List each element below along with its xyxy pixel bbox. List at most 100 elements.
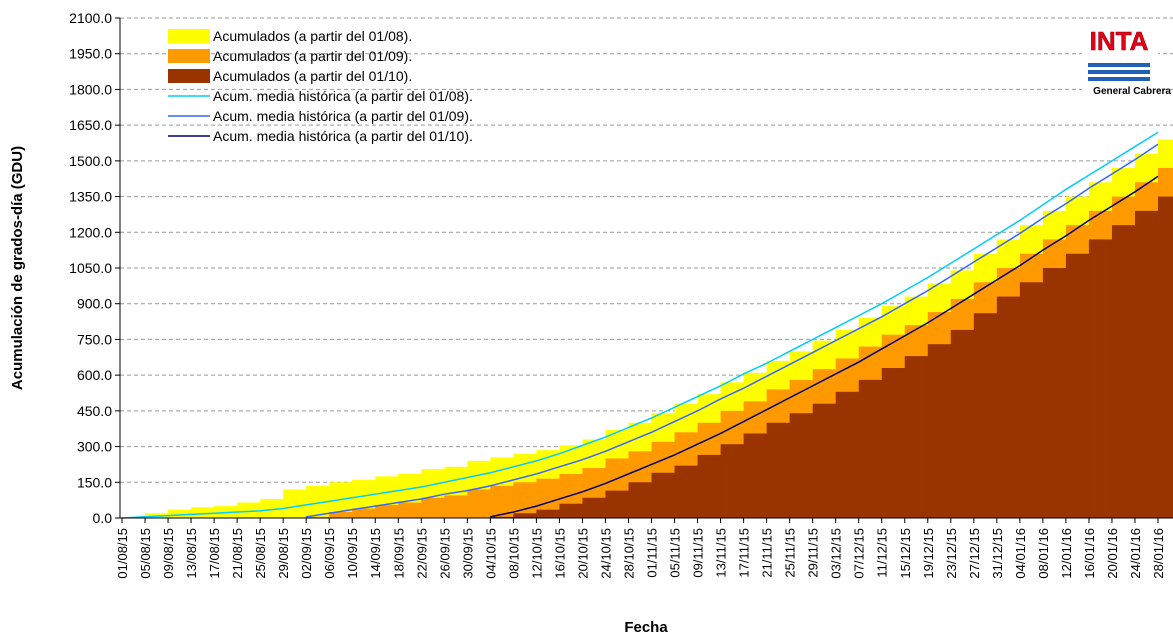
- line: [490, 175, 1159, 518]
- area-step: [743, 433, 768, 518]
- x-tick-label: 13/11/15: [714, 528, 729, 578]
- area-step: [1111, 225, 1136, 518]
- logo-text: INTA: [1090, 26, 1149, 56]
- x-tick-label: 10/09/15: [345, 528, 360, 579]
- area-step: [536, 509, 560, 518]
- area-step: [720, 444, 745, 518]
- area-step: [1134, 210, 1159, 518]
- x-tick-label: 08/10/15: [506, 528, 521, 579]
- x-tick-label: 13/08/15: [184, 528, 199, 579]
- x-tick-label: 25/11/15: [783, 528, 798, 578]
- line: [121, 131, 1159, 519]
- x-tick-label: 17/11/15: [737, 528, 752, 578]
- y-tick-label: 0.0: [93, 510, 113, 526]
- x-tick-label: 30/09/15: [460, 528, 475, 579]
- x-tick-label: 21/08/15: [230, 528, 245, 579]
- plot-area: [121, 131, 1173, 519]
- area-step: [996, 296, 1021, 518]
- grid: [120, 17, 1173, 483]
- x-tick-label: 02/09/15: [299, 528, 314, 579]
- x-tick-label: 15/12/15: [898, 528, 913, 579]
- x-tick-label: 07/12/15: [852, 528, 867, 579]
- x-tick-label: 24/10/15: [598, 528, 613, 579]
- x-tick-label: 01/08/15: [115, 528, 130, 579]
- y-tick-label: 150.0: [77, 474, 112, 490]
- axes: 0.0 150.0 300.0 450.0 600.0 750.0 900.0 1050.0 1…: [69, 10, 1173, 579]
- area-step: [950, 329, 975, 518]
- area-step: [513, 482, 537, 518]
- area-step: [789, 413, 814, 518]
- y-tick-label: 1950.0: [69, 46, 112, 62]
- area-step: [766, 422, 791, 518]
- legend-label: Acumulados (a partir del 01/08).: [213, 28, 412, 44]
- area-step: [582, 497, 606, 518]
- area-step: [973, 313, 998, 518]
- area-step: [306, 485, 330, 518]
- x-tick-label: 12/01/16: [1059, 528, 1074, 579]
- x-tick-label: 25/08/15: [253, 528, 268, 579]
- x-tick-label: 20/01/16: [1105, 528, 1120, 579]
- x-tick-label: 26/09/15: [437, 528, 452, 579]
- legend-swatch: [168, 69, 210, 83]
- area-step: [835, 391, 860, 518]
- y-tick-label: 450.0: [77, 403, 112, 419]
- legend-label: Acumulados (a partir del 01/10).: [213, 68, 412, 84]
- y-tick-label: 1500.0: [69, 153, 112, 169]
- area-step: [168, 509, 192, 518]
- logo-stripe: [1088, 70, 1150, 74]
- x-tick-label: 04/01/16: [1013, 528, 1028, 579]
- area-step: [237, 502, 261, 518]
- x-tick-label: 04/10/15: [483, 528, 498, 579]
- x-tick-label: 29/08/15: [276, 528, 291, 579]
- area-step: [605, 490, 629, 518]
- x-tick-label: 27/12/15: [967, 528, 982, 579]
- x-tick-label: 11/12/15: [875, 528, 890, 578]
- area-step: [858, 379, 883, 518]
- y-tick-label: 600.0: [77, 367, 112, 383]
- area-step: [1088, 239, 1113, 518]
- area-step: [1019, 282, 1044, 518]
- x-tick-label: 06/09/15: [322, 528, 337, 579]
- area-step: [927, 344, 952, 518]
- legend-label: Acum. media histórica (a partir del 01/0…: [213, 88, 473, 104]
- area-step: [697, 454, 722, 518]
- area-step: [536, 478, 560, 518]
- x-tick-label: 31/12/15: [990, 528, 1005, 579]
- x-tick-label: 05/11/15: [668, 528, 683, 578]
- logo-background: [1082, 26, 1158, 98]
- x-tick-label: 23/12/15: [944, 528, 959, 579]
- x-tick-label: 28/10/15: [621, 528, 636, 579]
- x-tick-label: 17/08/15: [207, 528, 222, 579]
- y-tick-label: 1800.0: [69, 81, 112, 97]
- area-step: [1065, 253, 1090, 518]
- area-step: [444, 495, 468, 518]
- area-step: [1042, 268, 1067, 518]
- y-tick-label: 1050.0: [69, 260, 112, 276]
- y-tick-label: 1650.0: [69, 117, 112, 133]
- x-tick-label: 09/08/15: [161, 528, 176, 579]
- area-step: [352, 508, 376, 518]
- y-tick-label: 1200.0: [69, 224, 112, 240]
- area-step: [329, 512, 353, 518]
- area-step: [490, 485, 514, 518]
- area-step: [1158, 196, 1173, 519]
- x-tick-label: 21/11/15: [760, 528, 775, 578]
- area-step: [651, 472, 676, 518]
- x-tick-label: 29/11/15: [806, 528, 821, 578]
- logo-stripe: [1088, 63, 1150, 67]
- area-step: [559, 503, 583, 518]
- x-tick-label: 18/09/15: [391, 528, 406, 579]
- x-tick-label: 09/11/15: [691, 528, 706, 578]
- logo: INTA General Cabrera: [1082, 26, 1171, 98]
- logo-stripe: [1088, 77, 1150, 81]
- x-tick-label: 28/01/16: [1151, 528, 1166, 579]
- area-step: [812, 403, 837, 518]
- legend-label: Acumulados (a partir del 01/09).: [213, 48, 412, 64]
- x-tick-label: 14/09/15: [368, 528, 383, 579]
- y-tick-label: 1350.0: [69, 189, 112, 205]
- area-step: [490, 516, 514, 518]
- x-tick-label: 01/11/15: [645, 528, 660, 578]
- area-step: [421, 497, 445, 518]
- x-tick-label: 19/12/15: [921, 528, 936, 579]
- x-tick-label: 12/10/15: [529, 528, 544, 579]
